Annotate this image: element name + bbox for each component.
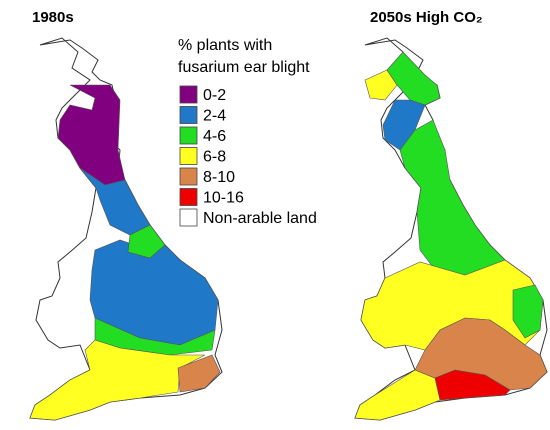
legend-swatch: [179, 126, 198, 145]
map-title: 2050s High CO₂: [370, 9, 483, 26]
zone: [354, 369, 441, 421]
legend-swatch: [179, 147, 198, 165]
zone: [434, 369, 511, 401]
legend-label: 10-16: [203, 190, 244, 207]
legend-label: 8-10: [203, 169, 235, 186]
legend: % plants with fusarium ear blight 0-2 2-4…: [178, 37, 317, 227]
zone: [29, 339, 206, 421]
legend-swatch: [179, 208, 198, 227]
legend-swatch: [179, 167, 198, 186]
legend-title: % plants with: [178, 37, 272, 54]
map-1980s: 1980s: [29, 9, 223, 421]
zone: [127, 224, 166, 259]
zone: [386, 51, 441, 106]
legend-label: Non-arable land: [203, 210, 317, 227]
map-title: 1980s: [32, 9, 74, 26]
zone: [512, 284, 544, 339]
legend-swatch: [179, 85, 198, 104]
legend-title: fusarium ear blight: [178, 59, 310, 76]
legend-swatch: [179, 188, 198, 206]
legend-label: 0-2: [203, 87, 226, 104]
legend-label: 2-4: [203, 108, 226, 125]
legend-label: 4-6: [203, 128, 226, 145]
legend-swatch: [179, 106, 198, 124]
map-2050s: 2050s High CO₂: [354, 9, 548, 421]
zone: [177, 354, 221, 393]
legend-label: 6-8: [203, 149, 226, 166]
zone: [364, 69, 398, 101]
zone: [57, 84, 126, 186]
